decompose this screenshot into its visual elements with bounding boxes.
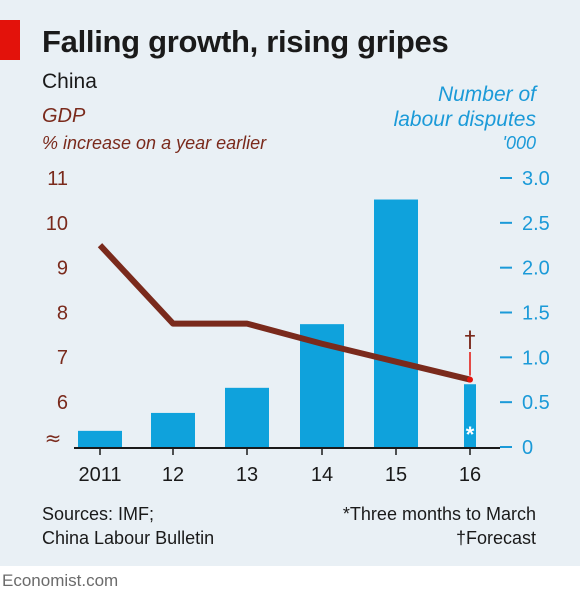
brand-footer: Economist.com — [2, 571, 119, 590]
right-tick-label: 0.5 — [522, 392, 550, 414]
gdp-line — [97, 243, 471, 383]
x-tick-label: 13 — [236, 464, 258, 486]
axis-break-icon: ≈ — [45, 426, 62, 450]
bar-disputes-16 — [464, 384, 476, 447]
left-tick-label: 10 — [46, 213, 68, 235]
footnotes: *Three months to March †Forecast — [343, 502, 536, 550]
right-tick-label: 1.0 — [522, 347, 550, 369]
left-tick-label: 9 — [57, 258, 68, 280]
x-tick-label: 2011 — [78, 464, 121, 486]
left-tick-label: 11 — [47, 168, 68, 190]
chart-panel — [0, 0, 580, 566]
chart-title: Falling growth, rising gripes — [42, 24, 449, 59]
left-tick-label: 8 — [57, 302, 68, 324]
right-axis-label-line-1: Number of — [437, 83, 536, 106]
forecast-point-marker — [467, 376, 473, 383]
bar-disputes-12 — [151, 412, 195, 447]
sources-line-1: Sources: IMF; — [42, 504, 155, 524]
bar-disputes-15 — [374, 199, 418, 447]
left-tick-label: 6 — [57, 392, 68, 414]
x-tick-label: 12 — [162, 464, 184, 486]
left-axis-label: GDP — [42, 105, 86, 127]
dagger-annotation: † — [465, 328, 476, 353]
right-axis-label-line-2: labour disputes — [393, 108, 536, 131]
x-tick-label: 15 — [385, 464, 407, 486]
right-axis-unit: '000 — [502, 133, 536, 153]
right-tick-label: 3.0 — [522, 168, 550, 190]
left-tick-label: 7 — [57, 347, 68, 369]
asterisk-annotation: * — [466, 422, 475, 447]
right-axis-label: Number of labour disputes — [394, 82, 536, 132]
left-axis-unit: % increase on a year earlier — [42, 133, 267, 153]
footnote-dagger: †Forecast — [455, 528, 536, 548]
x-tick-label: 14 — [311, 464, 333, 486]
right-tick-label: 0 — [522, 437, 533, 459]
sources-note: Sources: IMF; China Labour Bulletin — [42, 502, 214, 550]
right-tick-label: 2.0 — [522, 258, 550, 280]
bar-disputes-13 — [225, 387, 269, 447]
right-tick-label: 1.5 — [522, 303, 550, 325]
sources-line-2: China Labour Bulletin — [42, 528, 215, 548]
footnote-asterisk: *Three months to March — [342, 504, 536, 524]
bar-disputes-2011 — [78, 430, 122, 447]
right-tick-label: 2.5 — [522, 213, 550, 235]
chart-subtitle: China — [42, 70, 97, 93]
x-tick-label: 16 — [459, 464, 481, 486]
brand-red-tab — [0, 20, 20, 60]
